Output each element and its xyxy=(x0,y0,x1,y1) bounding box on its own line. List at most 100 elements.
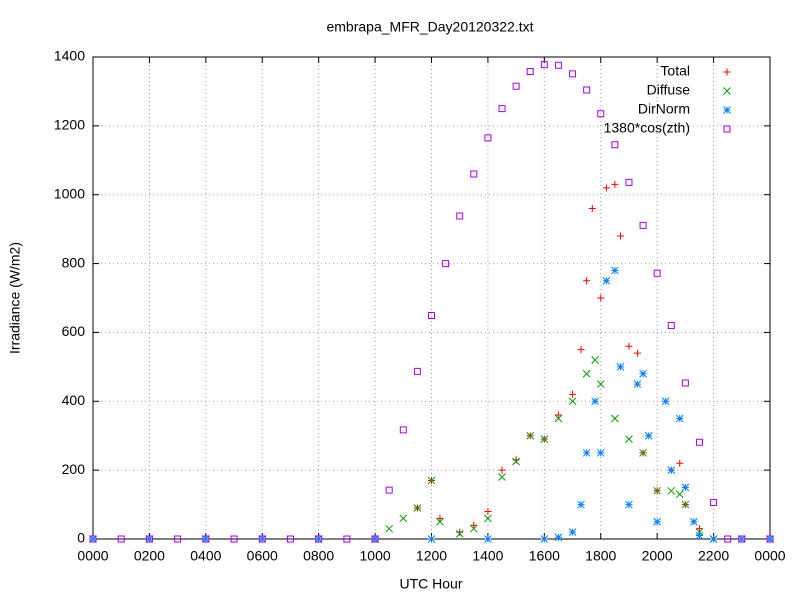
data-point xyxy=(639,369,647,378)
data-point xyxy=(625,178,633,186)
data-point xyxy=(569,390,577,398)
data-point xyxy=(611,141,619,149)
data-point xyxy=(436,517,444,526)
data-point xyxy=(597,110,605,118)
data-point xyxy=(484,514,492,523)
x-tick-label: 1400 xyxy=(472,548,503,564)
data-point xyxy=(738,535,746,543)
data-point xyxy=(596,449,605,457)
data-point xyxy=(174,535,182,543)
data-point xyxy=(230,535,238,543)
x-tick-label: 0000 xyxy=(77,548,108,564)
data-point xyxy=(766,535,774,543)
data-point xyxy=(201,535,210,543)
data-point xyxy=(616,232,624,240)
data-point xyxy=(625,435,633,444)
data-point xyxy=(258,535,267,543)
data-point xyxy=(633,349,641,357)
data-point xyxy=(484,535,492,543)
data-point xyxy=(653,486,662,495)
data-point xyxy=(554,533,563,542)
data-point xyxy=(540,61,548,69)
data-point xyxy=(526,431,535,440)
data-point xyxy=(315,535,323,543)
data-point xyxy=(695,438,703,446)
y-tick-label: 1000 xyxy=(54,185,85,201)
data-point xyxy=(385,524,394,533)
data-point xyxy=(667,322,675,330)
legend-label: Diffuse xyxy=(647,82,691,98)
data-point xyxy=(568,528,577,536)
data-point xyxy=(695,525,703,533)
y-tick-label: 800 xyxy=(62,254,86,270)
data-point xyxy=(737,535,746,543)
data-point xyxy=(675,414,684,423)
data-point xyxy=(681,500,690,509)
data-point xyxy=(591,356,599,364)
legend-marker xyxy=(723,87,731,95)
data-point xyxy=(498,105,506,113)
data-point xyxy=(470,170,478,178)
data-point xyxy=(512,457,520,466)
y-tick-label: 400 xyxy=(62,392,86,408)
data-point xyxy=(611,180,619,188)
data-point xyxy=(639,449,647,457)
data-point xyxy=(145,535,154,543)
data-point xyxy=(117,535,125,543)
data-point xyxy=(427,476,436,485)
data-point xyxy=(469,524,478,533)
data-point xyxy=(413,367,421,375)
data-point xyxy=(591,397,599,406)
data-point xyxy=(695,531,704,540)
data-point xyxy=(588,204,596,212)
data-point xyxy=(577,346,585,354)
x-tick-label: 2200 xyxy=(698,548,729,564)
data-point xyxy=(724,535,732,543)
data-point xyxy=(653,269,661,277)
data-point xyxy=(709,535,718,543)
data-point xyxy=(577,500,585,509)
data-point xyxy=(639,221,647,229)
y-tick-label: 0 xyxy=(77,530,85,546)
data-point xyxy=(596,380,605,388)
data-point xyxy=(661,397,670,406)
data-point xyxy=(455,529,464,538)
data-point xyxy=(583,86,591,94)
data-point xyxy=(611,414,619,423)
data-point xyxy=(145,535,153,543)
data-point xyxy=(470,521,478,529)
y-tick-label: 200 xyxy=(62,461,86,477)
data-point xyxy=(202,535,210,543)
data-point xyxy=(653,517,662,526)
data-point xyxy=(582,369,591,378)
data-point xyxy=(540,435,549,444)
data-point xyxy=(413,504,422,512)
data-point xyxy=(602,276,611,285)
data-point xyxy=(710,499,718,507)
data-point xyxy=(667,486,676,495)
data-point xyxy=(314,535,323,543)
data-point xyxy=(286,535,294,543)
chart-title: embrapa_MFR_Day20120322.txt xyxy=(326,19,533,35)
x-tick-label: 1000 xyxy=(360,548,391,564)
x-axis-label: UTC Hour xyxy=(399,576,462,592)
data-point xyxy=(644,431,653,440)
data-point xyxy=(625,500,633,509)
x-tick-label: 2000 xyxy=(642,548,673,564)
data-point xyxy=(766,535,774,543)
x-tick-label: 0000 xyxy=(754,548,785,564)
data-point xyxy=(675,490,684,499)
legend-marker xyxy=(723,68,731,76)
data-point xyxy=(371,535,379,543)
data-point xyxy=(611,266,619,275)
data-point xyxy=(582,449,591,457)
legend-marker xyxy=(723,125,731,133)
data-point xyxy=(428,312,435,320)
data-point xyxy=(681,483,690,492)
y-axis-label: Irradiance (W/m2) xyxy=(7,242,23,354)
data-point xyxy=(343,535,351,543)
data-point xyxy=(399,426,407,434)
data-point xyxy=(399,514,408,523)
